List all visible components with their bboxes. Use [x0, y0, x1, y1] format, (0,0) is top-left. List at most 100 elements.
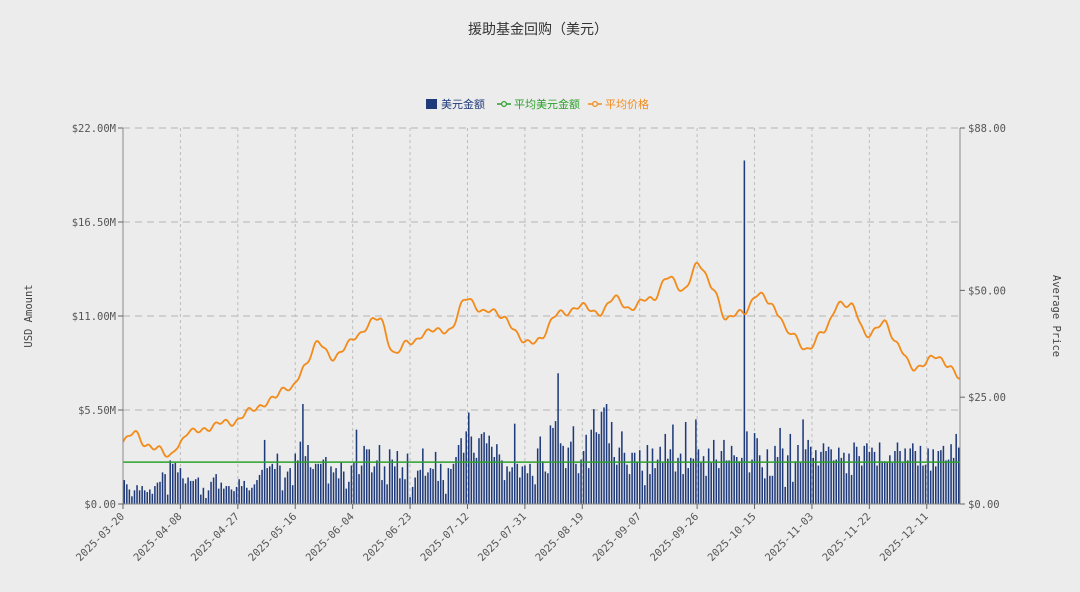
usd-amount-bar — [184, 483, 187, 504]
usd-amount-bar — [381, 480, 383, 504]
usd-amount-bar — [320, 463, 322, 504]
usd-amount-bar — [774, 445, 776, 504]
usd-amount-bar — [669, 449, 672, 504]
usd-amount-bar — [855, 446, 858, 504]
usd-amount-bar — [863, 445, 866, 504]
usd-amount-bar — [493, 457, 496, 504]
left-tick-label: $5.50M — [78, 405, 116, 417]
usd-amount-bar — [128, 489, 131, 504]
usd-amount-bar — [189, 480, 192, 504]
usd-amount-bar — [508, 471, 511, 504]
usd-amount-bar — [335, 468, 337, 504]
usd-amount-bar — [161, 472, 164, 504]
usd-amount-bar — [258, 474, 261, 504]
usd-amount-bar — [830, 449, 832, 504]
usd-amount-bar — [608, 443, 610, 504]
usd-amount-bar — [279, 465, 281, 504]
legend[interactable]: 美元金额 平均美元金额 平均价格 — [426, 97, 649, 111]
right-axis-ticks: $0.00 $25.00 $50.00 $88.00 — [960, 123, 1006, 511]
usd-amount-bar — [889, 455, 891, 504]
usd-amount-bar — [769, 475, 771, 504]
usd-amount-bar — [536, 448, 539, 504]
usd-amount-bar — [174, 462, 177, 504]
x-axis-ticks: 2025-03-20 2025-04-08 2025-04-27 2025-05-16… — [74, 504, 931, 564]
usd-amount-bar — [468, 412, 470, 504]
usd-amount-bar — [661, 462, 664, 504]
usd-amount-bar — [756, 438, 758, 504]
usd-amount-bar — [542, 461, 544, 504]
usd-amount-bar — [513, 423, 516, 504]
usd-amount-bar — [572, 426, 575, 504]
usd-amount-bar — [238, 479, 240, 504]
usd-amount-bar — [917, 465, 919, 504]
usd-amount-bar — [248, 490, 251, 504]
usd-amount-bar — [171, 463, 174, 504]
legend-marker-orange — [591, 100, 598, 107]
usd-amount-bar — [641, 470, 644, 504]
usd-amount-bar — [312, 468, 314, 504]
usd-amount-bar — [922, 465, 924, 504]
usd-amount-bar — [649, 474, 651, 504]
usd-amount-bar — [590, 429, 593, 504]
usd-amount-bar — [411, 486, 414, 504]
usd-amount-bar — [659, 446, 661, 504]
usd-amount-bar — [725, 460, 728, 504]
usd-amount-bar — [557, 373, 559, 504]
usd-amount-bar — [947, 459, 950, 504]
usd-amount-bar — [503, 480, 506, 504]
usd-amount-bar — [766, 449, 769, 504]
usd-amount-bar — [559, 443, 562, 504]
usd-amount-bar — [901, 462, 904, 504]
usd-amount-bar — [955, 433, 957, 504]
usd-amount-bar — [723, 439, 725, 504]
usd-amount-bar — [613, 457, 615, 504]
usd-amount-bar — [394, 466, 396, 504]
usd-amount-bar — [733, 455, 735, 504]
usd-amount-bar — [337, 478, 340, 504]
usd-amount-bar — [235, 486, 238, 504]
usd-amount-bar — [445, 493, 447, 504]
legend-item-usd-amount[interactable]: 美元金额 — [426, 97, 485, 111]
usd-amount-bar — [276, 453, 279, 504]
legend-item-avg-price[interactable]: 平均价格 — [588, 97, 649, 111]
usd-amount-bar — [781, 448, 784, 504]
usd-amount-bar — [182, 478, 184, 504]
x-tick-label: 2025-06-04 — [304, 511, 357, 564]
usd-amount-bar — [784, 486, 786, 504]
right-tick-label: $50.00 — [968, 285, 1006, 297]
usd-amount-bar — [526, 473, 529, 504]
legend-item-avg-usd-amount[interactable]: 平均美元金额 — [497, 97, 580, 111]
legend-label-avg-price: 平均价格 — [605, 97, 649, 111]
usd-amount-bar — [552, 427, 554, 504]
usd-amount-bar — [149, 489, 151, 504]
usd-amount-bar — [348, 481, 350, 504]
usd-amount-bar — [567, 447, 570, 504]
usd-amount-bar — [746, 431, 748, 504]
usd-amount-bar — [524, 465, 526, 504]
usd-amount-bar — [488, 435, 490, 504]
usd-amount-bar — [245, 487, 248, 504]
usd-amount-bar — [771, 475, 774, 504]
usd-amount-bar — [439, 463, 442, 504]
usd-amount-bar — [779, 427, 781, 504]
usd-amount-bar — [243, 480, 245, 504]
usd-amount-bar — [268, 466, 271, 504]
legend-swatch-bar — [426, 99, 437, 109]
usd-amount-bar — [883, 461, 886, 504]
usd-amount-bar — [677, 457, 679, 504]
usd-amount-bar — [437, 480, 439, 504]
usd-amount-bar — [261, 469, 263, 504]
usd-amount-bar — [603, 407, 605, 504]
usd-amount-bar — [187, 477, 189, 504]
usd-amount-bar — [646, 445, 649, 504]
usd-amount-bar — [164, 474, 166, 504]
usd-amount-bar — [284, 477, 286, 504]
usd-amount-bar — [654, 468, 656, 504]
usd-amount-bar — [904, 448, 906, 504]
usd-amount-bar — [480, 433, 483, 504]
usd-amount-bar — [638, 450, 641, 504]
usd-amount-bar — [799, 462, 802, 504]
usd-amount-bar — [878, 442, 881, 504]
usd-amount-bar — [804, 449, 807, 504]
usd-amount-bar — [521, 466, 524, 504]
